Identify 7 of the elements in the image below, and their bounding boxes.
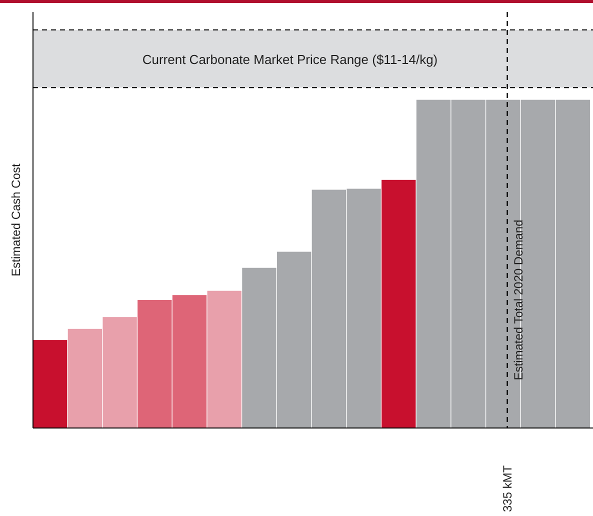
annotation: Estimated Total 2020 Demand <box>511 220 526 380</box>
y-axis-title: Estimated Cash Cost <box>9 162 23 276</box>
bar <box>207 290 242 428</box>
bar <box>382 180 416 428</box>
band-label: Current Carbonate Market Price Range ($11-14/kg) <box>142 52 438 67</box>
text: 335 kMT <box>500 464 514 512</box>
bar <box>33 340 68 428</box>
